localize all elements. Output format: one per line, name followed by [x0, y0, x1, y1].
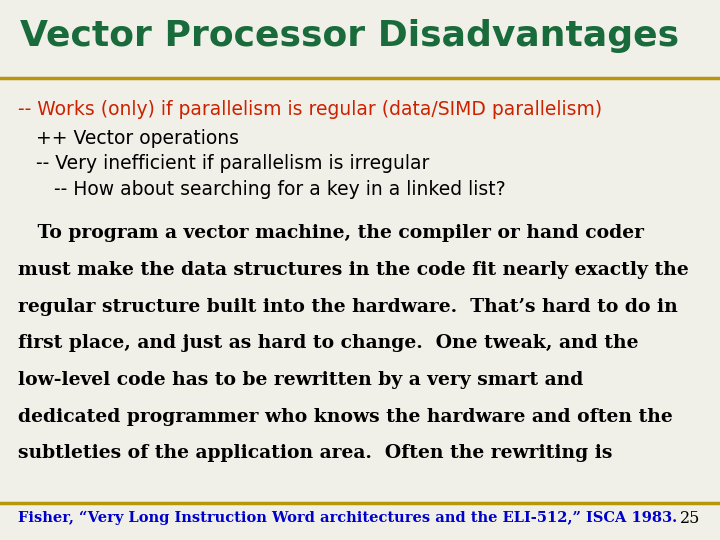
- Text: Fisher, “Very Long Instruction Word architectures and the ELI-512,” ISCA 1983.: Fisher, “Very Long Instruction Word arch…: [18, 510, 677, 524]
- Text: Vector Processor Disadvantages: Vector Processor Disadvantages: [20, 19, 679, 53]
- Text: ++ Vector operations: ++ Vector operations: [18, 129, 239, 147]
- Text: -- How about searching for a key in a linked list?: -- How about searching for a key in a li…: [18, 180, 505, 199]
- Text: To program a vector machine, the compiler or hand coder: To program a vector machine, the compile…: [18, 224, 644, 242]
- Text: low-level code has to be rewritten by a very smart and: low-level code has to be rewritten by a …: [18, 371, 583, 389]
- Text: first place, and just as hard to change.  One tweak, and the: first place, and just as hard to change.…: [18, 334, 639, 352]
- Text: dedicated programmer who knows the hardware and often the: dedicated programmer who knows the hardw…: [18, 408, 672, 426]
- Text: -- Very inefficient if parallelism is irregular: -- Very inefficient if parallelism is ir…: [18, 154, 429, 173]
- Text: 25: 25: [680, 510, 700, 527]
- Text: regular structure built into the hardware.  That’s hard to do in: regular structure built into the hardwar…: [18, 298, 678, 315]
- Text: -- Works (only) if parallelism is regular (data/SIMD parallelism): -- Works (only) if parallelism is regula…: [18, 100, 602, 119]
- Text: must make the data structures in the code fit nearly exactly the: must make the data structures in the cod…: [18, 261, 689, 279]
- Text: subtleties of the application area.  Often the rewriting is: subtleties of the application area. Ofte…: [18, 444, 613, 462]
